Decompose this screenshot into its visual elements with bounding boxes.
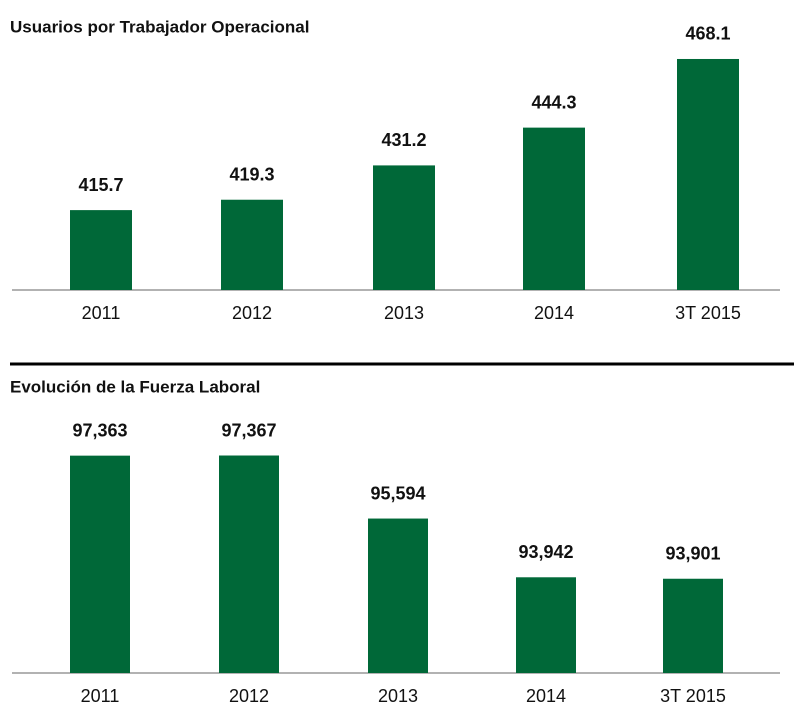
value-label: 444.3	[531, 92, 576, 112]
bar	[368, 518, 428, 673]
x-tick-label: 2013	[378, 686, 418, 706]
bar	[677, 58, 739, 291]
value-label: 97,363	[72, 420, 127, 440]
bar	[523, 127, 585, 290]
x-tick-label: 3T 2015	[675, 303, 741, 323]
bar	[70, 210, 132, 290]
x-tick-label: 2012	[229, 686, 269, 706]
value-label: 431.2	[381, 130, 426, 150]
x-tick-label: 2014	[534, 303, 574, 323]
value-label: 468.1	[685, 24, 730, 44]
value-label: 97,367	[221, 420, 276, 440]
bar	[516, 577, 576, 673]
value-label: 415.7	[78, 175, 123, 195]
x-tick-label: 2012	[232, 303, 272, 323]
x-tick-label: 2011	[82, 303, 121, 323]
value-label: 419.3	[229, 164, 274, 184]
value-label: 93,942	[518, 542, 573, 562]
x-tick-label: 2014	[526, 686, 566, 706]
x-tick-label: 2011	[81, 686, 120, 706]
bar	[221, 199, 283, 290]
bar	[373, 165, 435, 290]
bar	[219, 455, 279, 673]
x-tick-label: 3T 2015	[660, 686, 726, 706]
x-tick-label: 2013	[384, 303, 424, 323]
chart-title: Usuarios por Trabajador Operacional	[10, 17, 309, 36]
bar	[70, 455, 130, 673]
value-label: 95,594	[370, 483, 425, 503]
chart-title: Evolución de la Fuerza Laboral	[10, 377, 260, 396]
value-label: 93,901	[665, 543, 720, 563]
bar	[663, 578, 723, 673]
